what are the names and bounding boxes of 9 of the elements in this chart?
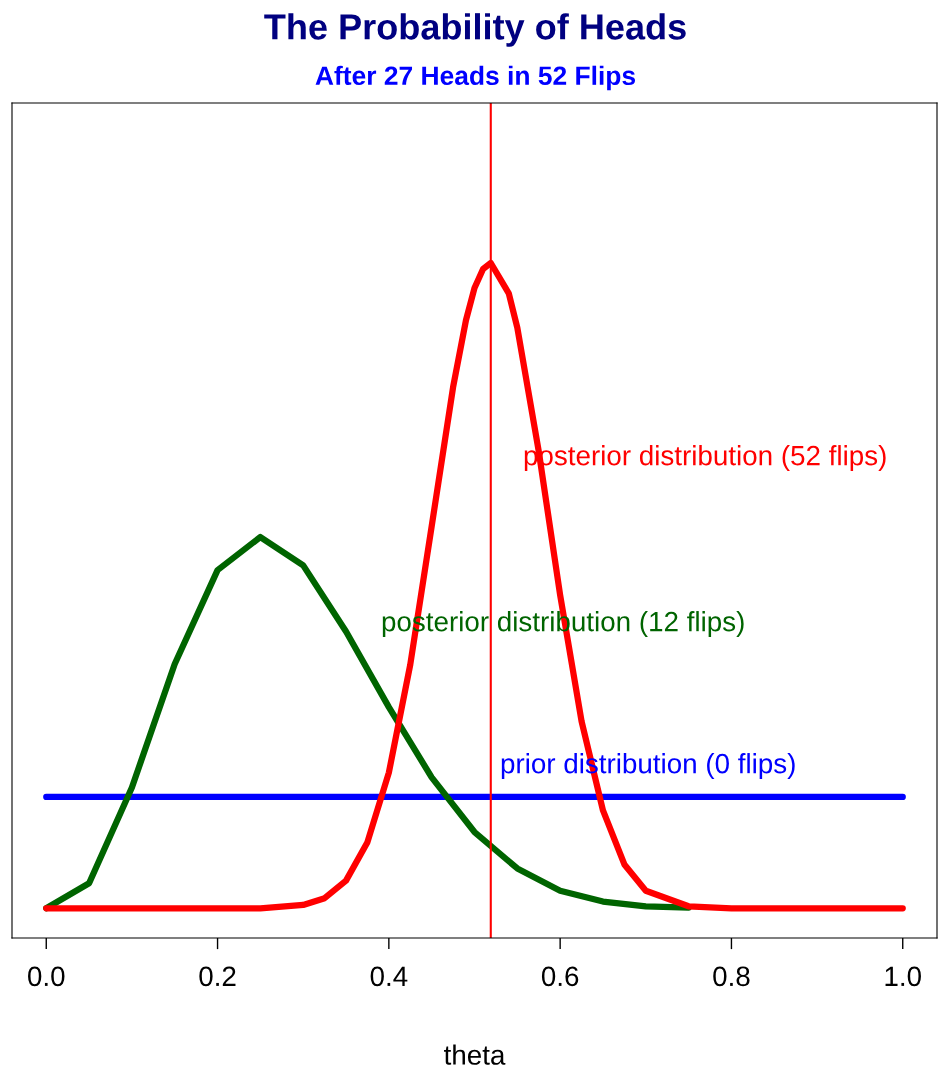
chart-title: The Probability of Heads bbox=[264, 13, 686, 47]
chart-subtitle: After 27 Heads in 52 Flips bbox=[315, 65, 636, 91]
x-tick-label: 0.0 bbox=[28, 966, 65, 987]
x-tick-label: 0.2 bbox=[199, 966, 236, 987]
x-tick-label: 1.0 bbox=[885, 966, 921, 987]
x-tick-label: 0.4 bbox=[370, 966, 408, 987]
x-tick-label: 0.6 bbox=[541, 966, 579, 987]
x-tick-label: 0.8 bbox=[713, 966, 750, 987]
x-axis-title: theta bbox=[444, 1044, 506, 1065]
